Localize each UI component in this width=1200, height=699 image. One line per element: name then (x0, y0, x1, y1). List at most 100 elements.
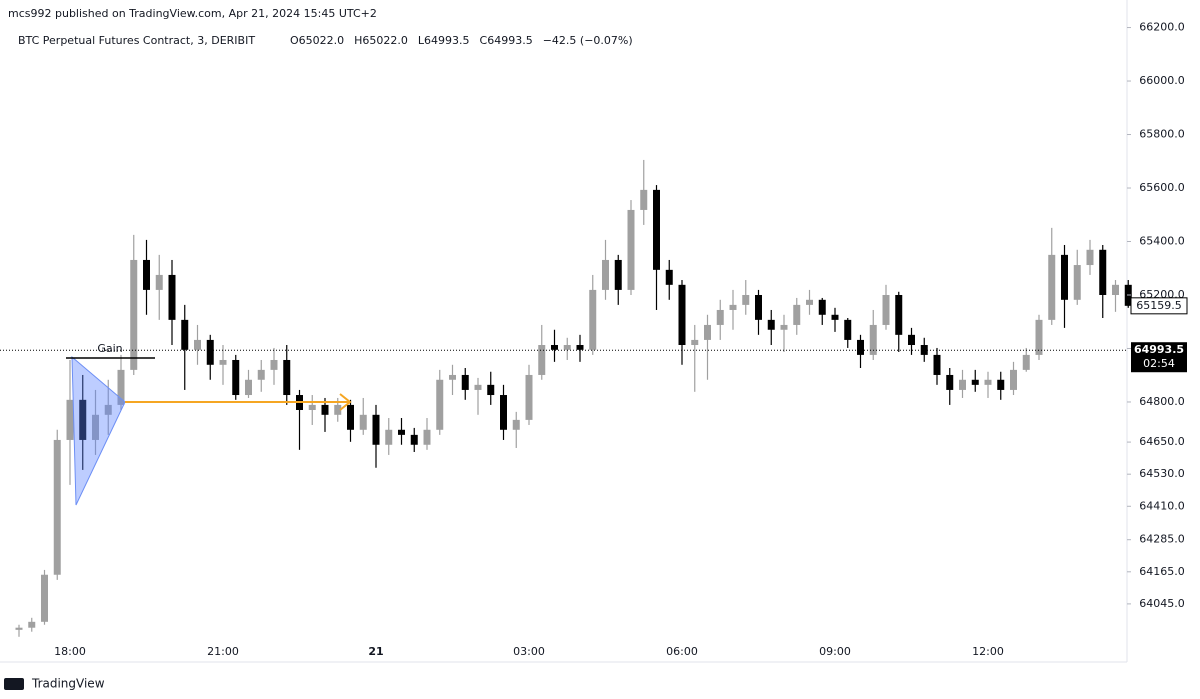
candle-body (410, 434, 418, 445)
candle-body (334, 404, 342, 415)
candle-body (15, 627, 23, 630)
candle-body (742, 294, 750, 305)
candle-body (895, 294, 903, 335)
axes: 64045.0 64165.0 64285.0 64410.0 64530.0 64650… (54, 21, 1188, 658)
last-price-box (1131, 342, 1187, 373)
candle-body (704, 324, 711, 340)
candle-body (665, 269, 673, 285)
candle-body (1061, 254, 1068, 300)
candle-body (232, 359, 240, 396)
x-tick-label: 03:00 (513, 645, 545, 658)
y-tick-label: 65600.0 (1139, 181, 1185, 194)
brand-logo (4, 678, 24, 690)
candle-body (716, 309, 724, 325)
ohlc-value: −42.5 (−0.07%) (543, 34, 633, 47)
candle-body (28, 621, 36, 628)
candle-body (1099, 249, 1107, 295)
candle-body (372, 414, 380, 445)
candle-body (53, 439, 61, 575)
candle-body (691, 339, 699, 346)
candle-body (627, 209, 635, 290)
candle-body (818, 299, 826, 315)
symbol-label: BTC Perpetual Futures Contract, 3, DERIB… (18, 34, 255, 47)
y-tick-label: 64800.0 (1139, 395, 1185, 408)
y-tick-label: 64650.0 (1139, 435, 1185, 448)
drawings: Gain (66, 342, 352, 506)
candle-body (436, 379, 444, 430)
candle-body (563, 345, 571, 350)
candle-body (653, 189, 660, 270)
candle-body (614, 259, 622, 290)
candle-body (79, 399, 87, 440)
candle-body (347, 404, 354, 430)
candle-body (1010, 369, 1017, 390)
candle-body (971, 379, 979, 385)
candle-body (844, 319, 852, 340)
y-tick-label: 64410.0 (1139, 499, 1185, 512)
candle-body (385, 429, 393, 445)
candle-body (946, 374, 954, 390)
candle-body (857, 339, 864, 355)
candle-body (780, 324, 788, 330)
x-tick-label: 21:00 (207, 645, 239, 658)
candle-body (831, 314, 839, 320)
candle-body (461, 374, 469, 390)
y-tick-label: 65800.0 (1139, 128, 1185, 141)
ohlc-value: O65022.0 (290, 34, 344, 47)
candle-body (729, 304, 737, 310)
candle-body (806, 299, 813, 305)
x-tick-label: 06:00 (666, 645, 698, 658)
candle-body (1112, 284, 1119, 295)
candle-body (308, 404, 316, 410)
publish-info: mcs992 published on TradingView.com, Apr… (8, 7, 377, 20)
candle-body (602, 259, 609, 290)
candle-body (984, 379, 992, 385)
candle-body (474, 384, 482, 390)
candle-body (908, 334, 915, 346)
triangle-pattern (71, 355, 126, 506)
ohlc-value: C64993.5 (480, 34, 533, 47)
candle-body (500, 395, 507, 430)
candle-body (1086, 249, 1094, 266)
candle-body (194, 339, 201, 350)
candle-body (270, 359, 278, 370)
candle-body (117, 369, 125, 405)
y-tick-label: 64285.0 (1139, 533, 1185, 546)
candle-body (1035, 319, 1043, 355)
y-tick-label: 65400.0 (1139, 235, 1185, 248)
gain-label: Gain (97, 342, 122, 355)
y-tick-label: 64165.0 (1139, 565, 1185, 578)
candle-body (359, 414, 367, 430)
brand-name: TradingView (31, 677, 105, 691)
ohlc-value: L64993.5 (418, 34, 470, 47)
candle-body (130, 259, 138, 370)
y-tick-label: 64045.0 (1139, 597, 1185, 610)
candle-body (283, 359, 291, 396)
candle-body (793, 304, 801, 325)
candle-body (678, 284, 686, 346)
candle-body (423, 429, 431, 445)
candle-body (640, 189, 648, 210)
marker-price-label: 65159.5 (1136, 299, 1182, 312)
x-tick-label: 09:00 (819, 645, 851, 658)
candle-body (487, 384, 495, 396)
candle-body (245, 379, 252, 396)
candle-body (869, 324, 877, 355)
candle-body (882, 294, 890, 325)
candle-body (1073, 265, 1081, 300)
candle-body (449, 374, 456, 380)
y-tick-label: 66200.0 (1139, 21, 1185, 34)
candle-body (551, 345, 558, 350)
last-price-label: 64993.5 (1134, 343, 1184, 356)
x-tick-label: 18:00 (54, 645, 86, 658)
ohlc-value: H65022.0 (354, 34, 408, 47)
candle-body (321, 404, 329, 415)
candle-body (181, 319, 189, 350)
y-tick-label: 66000.0 (1139, 74, 1185, 87)
candle-body (959, 379, 966, 390)
candle-body (933, 354, 941, 375)
candle-body (398, 429, 405, 435)
